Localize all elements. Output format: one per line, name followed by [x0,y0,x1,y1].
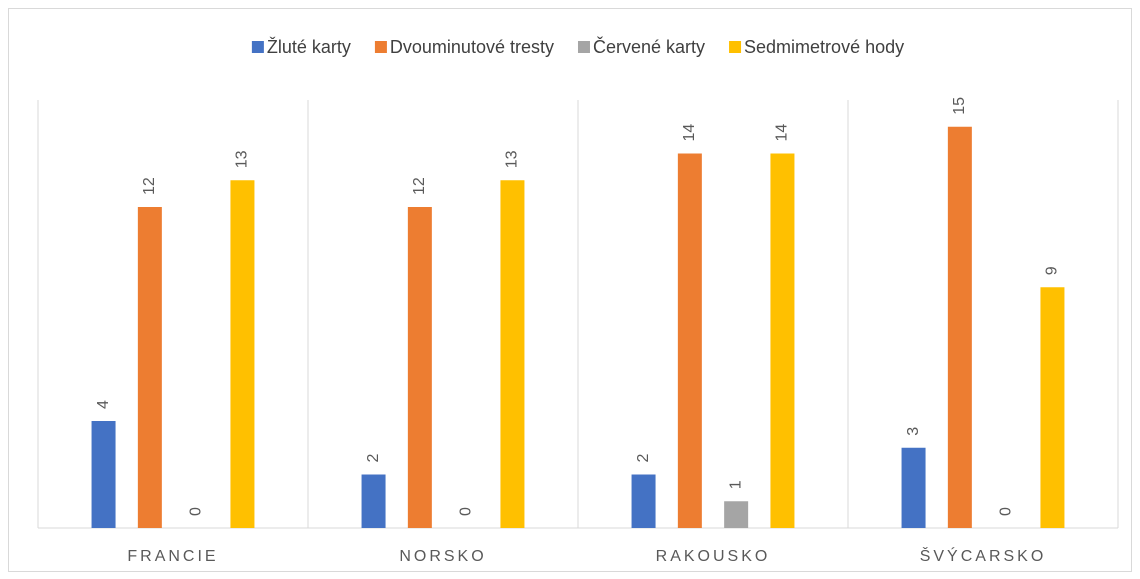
data-label: 13 [504,150,521,168]
bar [407,207,432,528]
bar [901,447,926,528]
bar [91,421,116,528]
x-tick-label: ŠVÝCARSKO [920,546,1047,565]
bar [631,474,656,528]
data-label: 4 [95,400,112,409]
data-label: 12 [141,177,158,195]
legend-swatch [374,41,387,53]
bar [230,180,255,528]
data-label: 14 [774,124,791,142]
legend-label: Sedmimetrové hody [744,37,904,57]
x-tick-label: NORSKO [399,548,486,565]
data-label: 2 [365,454,382,463]
x-tick-label: FRANCIE [127,548,218,565]
data-label: 0 [187,507,204,516]
data-label: 0 [997,507,1014,516]
x-tick-label: RAKOUSKO [656,548,771,565]
legend-label: Žluté karty [267,37,351,57]
bar [1040,287,1065,528]
legend-swatch [729,41,742,53]
data-label: 0 [457,507,474,516]
legend-label: Dvouminutové tresty [390,37,554,57]
legend-label: Červené karty [593,36,705,57]
legend-swatch [577,41,590,53]
data-label: 13 [234,150,251,168]
bar [770,153,795,528]
bar [677,153,702,528]
chart-border [8,8,1132,572]
data-label: 1 [727,480,744,489]
data-label: 14 [681,124,698,142]
legend-swatch [251,41,264,53]
bar [137,207,162,528]
data-label: 15 [951,97,968,115]
bar [947,126,972,528]
data-label: 9 [1044,266,1061,275]
bar [361,474,386,528]
data-label: 3 [905,427,922,436]
data-label: 2 [635,454,652,463]
data-label: 12 [411,177,428,195]
bar [500,180,525,528]
bar [724,501,749,528]
